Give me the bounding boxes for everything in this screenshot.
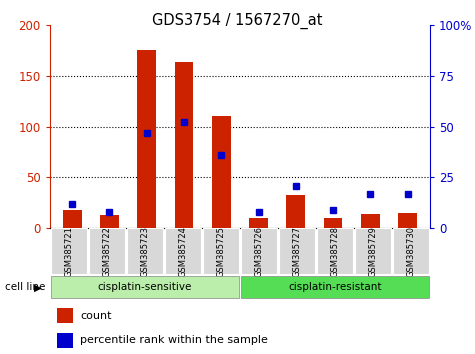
Bar [203,228,239,274]
Bar [51,228,87,274]
Bar [361,214,380,228]
Bar [241,275,429,298]
Text: percentile rank within the sample: percentile rank within the sample [80,335,268,345]
Text: GSM385728: GSM385728 [331,226,339,277]
Bar [323,218,342,228]
Text: GSM385727: GSM385727 [293,226,301,277]
Text: GSM385726: GSM385726 [255,226,263,277]
Bar [51,275,239,298]
Bar [100,215,119,228]
Bar [286,195,305,228]
Bar [355,228,391,274]
Bar [127,228,163,274]
Bar [175,62,193,228]
Bar [393,228,429,274]
Text: GSM385722: GSM385722 [103,226,111,277]
Text: GDS3754 / 1567270_at: GDS3754 / 1567270_at [152,12,323,29]
Bar [165,228,201,274]
Bar [212,116,230,228]
Text: count: count [80,311,112,321]
Text: GSM385724: GSM385724 [179,226,187,277]
Text: GSM385725: GSM385725 [217,226,225,277]
Bar [249,218,268,228]
Bar [57,333,73,348]
Text: ▶: ▶ [34,282,42,292]
Text: cisplatin-sensitive: cisplatin-sensitive [98,282,192,292]
Bar [63,210,82,228]
Bar [57,308,73,323]
Text: cell line: cell line [5,282,45,292]
Text: cisplatin-resistant: cisplatin-resistant [288,282,381,292]
Text: GSM385729: GSM385729 [369,226,377,277]
Bar [317,228,353,274]
Text: GSM385730: GSM385730 [407,226,415,277]
Bar [279,228,315,274]
Bar [241,228,277,274]
Bar [89,228,125,274]
Bar [398,213,417,228]
Text: GSM385723: GSM385723 [141,226,149,277]
Bar [137,50,156,228]
Text: GSM385721: GSM385721 [65,226,73,277]
